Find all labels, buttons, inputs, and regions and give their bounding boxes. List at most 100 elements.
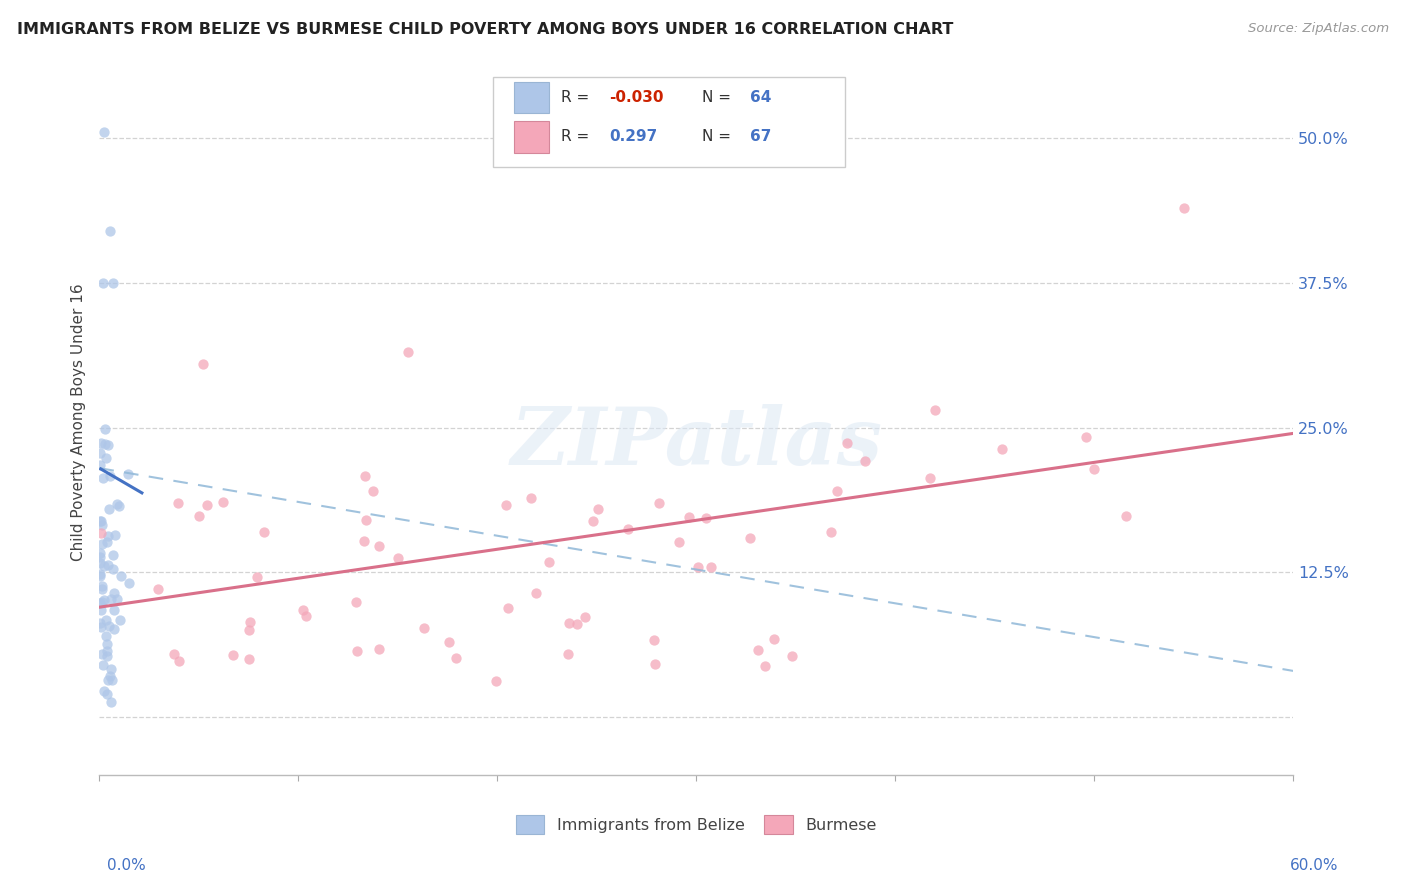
Point	[98, 669, 121, 683]
Point	[853, 454, 876, 468]
Point	[918, 471, 941, 485]
Point	[353, 469, 375, 483]
Point	[616, 522, 638, 536]
Point	[495, 498, 517, 512]
Point	[96, 644, 118, 658]
Point	[110, 568, 132, 582]
Point	[668, 534, 690, 549]
Text: 0.297: 0.297	[609, 129, 658, 145]
Point	[89, 596, 111, 610]
Point	[91, 657, 114, 672]
Point	[100, 662, 122, 676]
Point	[91, 648, 114, 662]
Point	[100, 673, 122, 687]
Point	[524, 586, 547, 600]
Point	[103, 276, 125, 290]
Point	[991, 442, 1014, 457]
Point	[94, 437, 117, 451]
Point	[780, 649, 803, 664]
Point	[581, 514, 603, 528]
Point	[166, 495, 188, 509]
Point	[163, 647, 186, 661]
Text: ZIPatlas: ZIPatlas	[510, 404, 883, 482]
Point	[188, 509, 211, 524]
Point	[94, 422, 117, 436]
Point	[117, 467, 139, 481]
Text: R =: R =	[561, 90, 595, 105]
Text: -0.030: -0.030	[609, 90, 664, 105]
Point	[586, 502, 609, 516]
Point	[96, 637, 118, 651]
Point	[1115, 509, 1137, 524]
Point	[295, 608, 318, 623]
Bar	[513, 121, 550, 153]
Point	[93, 276, 115, 290]
Point	[91, 579, 114, 593]
Point	[96, 648, 118, 663]
Point	[101, 548, 124, 562]
Point	[485, 673, 508, 688]
Point	[89, 615, 111, 630]
Point	[103, 603, 125, 617]
Point	[100, 224, 122, 238]
Point	[825, 484, 848, 499]
Point	[924, 403, 946, 417]
Point	[93, 683, 115, 698]
Point	[89, 514, 111, 528]
Point	[98, 619, 121, 633]
Point	[100, 694, 122, 708]
Point	[91, 518, 114, 533]
Point	[103, 562, 125, 576]
Point	[678, 510, 700, 524]
Point	[103, 585, 125, 599]
Point	[413, 621, 436, 635]
Point	[695, 511, 717, 525]
Point	[648, 496, 671, 510]
Point	[387, 551, 409, 566]
Point	[90, 526, 112, 541]
Point	[94, 614, 117, 628]
Point	[89, 549, 111, 564]
Point	[762, 632, 785, 647]
Point	[291, 602, 314, 616]
Point	[496, 600, 519, 615]
Point	[238, 623, 260, 637]
Point	[222, 648, 245, 662]
Point	[346, 644, 368, 658]
Point	[344, 595, 367, 609]
Point	[754, 659, 776, 673]
Text: 64: 64	[749, 90, 772, 105]
Point	[107, 592, 129, 607]
Point	[104, 528, 127, 542]
Point	[97, 502, 120, 516]
Point	[538, 555, 561, 569]
Point	[557, 615, 579, 630]
Point	[91, 537, 114, 551]
Point	[108, 613, 131, 627]
Point	[367, 539, 389, 553]
Point	[253, 525, 276, 540]
Point	[212, 494, 235, 508]
Point	[567, 617, 589, 632]
Point	[837, 436, 859, 450]
Point	[519, 491, 541, 506]
Point	[97, 529, 120, 543]
Text: 60.0%: 60.0%	[1291, 858, 1339, 873]
Point	[98, 469, 121, 483]
Point	[100, 592, 122, 607]
Point	[1083, 462, 1105, 476]
Point	[396, 345, 419, 359]
Text: N =: N =	[702, 129, 737, 145]
Text: Source: ZipAtlas.com: Source: ZipAtlas.com	[1249, 22, 1389, 36]
Point	[91, 471, 114, 485]
Point	[90, 602, 112, 616]
Point	[93, 593, 115, 607]
Point	[89, 545, 111, 559]
Point	[90, 620, 112, 634]
Point	[557, 647, 579, 661]
Point	[747, 643, 769, 657]
Point	[644, 657, 666, 672]
Point	[93, 125, 115, 139]
Point	[238, 652, 260, 666]
Point	[246, 570, 269, 584]
